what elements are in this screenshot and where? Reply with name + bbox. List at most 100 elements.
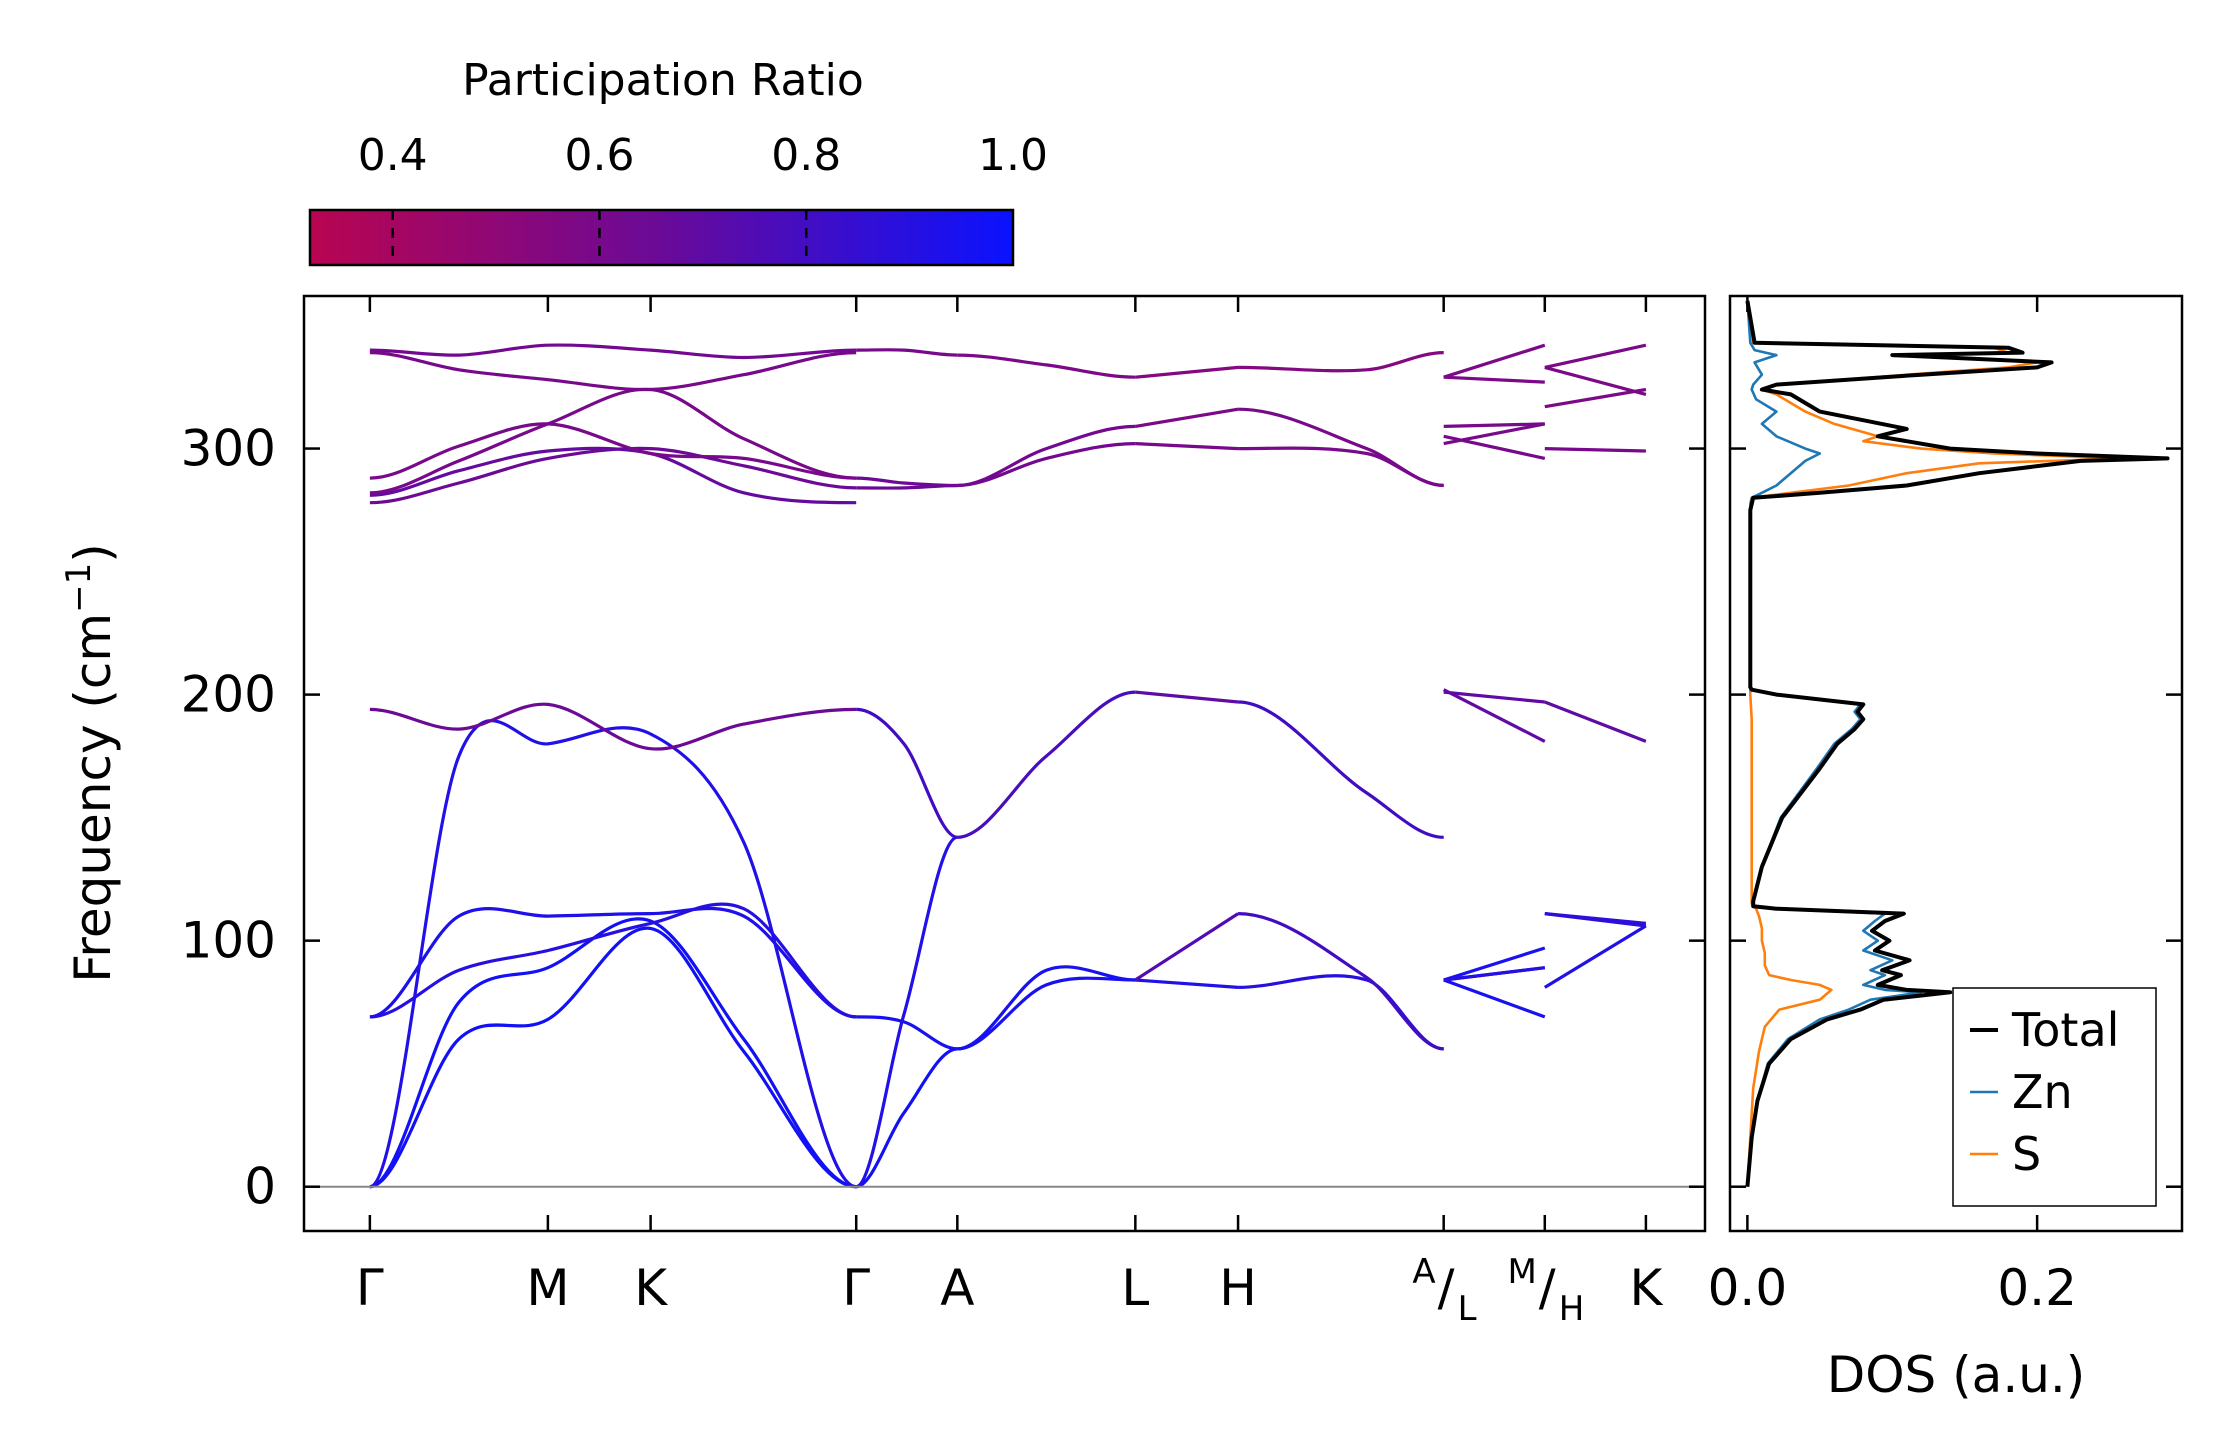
phonon-branch	[369, 343, 857, 360]
kpath-label-left: M	[1507, 1252, 1536, 1292]
phonon-branch	[856, 483, 958, 490]
phonon-branch	[957, 965, 1136, 1051]
phonon-branch	[1443, 422, 1545, 428]
phonon-branch	[1544, 447, 1646, 453]
colorbar-ticks: 0.4 0.6 0.8 1.0	[358, 130, 1048, 265]
frequency-axis-ticks: 0 100 200 300	[181, 420, 1705, 1216]
phonon-branch	[1443, 966, 1545, 982]
frequency-tick-label: 300	[181, 420, 276, 478]
phonon-branch	[1238, 700, 1444, 839]
phonon-branch	[369, 719, 857, 1189]
kpath-label: A	[940, 1259, 974, 1317]
colorbar-gradient	[308, 208, 1015, 267]
phonon-branch	[369, 917, 857, 1189]
phonon-branch	[1544, 387, 1647, 409]
dos-axis-ticks: 0.0 0.2	[1708, 296, 2077, 1317]
phonon-branch	[1443, 422, 1546, 446]
kpath-label-right: L	[1458, 1289, 1477, 1329]
dos-curves	[1745, 300, 2170, 1187]
phonon-branch	[1544, 365, 1647, 396]
phonon-branch	[856, 348, 958, 357]
phonon-branch	[1135, 407, 1239, 428]
colorbar-tick-label: 1.0	[978, 130, 1048, 181]
legend-label-zn: Zn	[2012, 1065, 2073, 1119]
phonon-branch	[369, 387, 857, 495]
colorbar-tick-label: 0.4	[358, 130, 428, 181]
phonon-branch	[1238, 974, 1444, 1051]
dos-axis-title: DOS (a.u.)	[1827, 1346, 2086, 1404]
frequency-tick-label: 100	[181, 912, 276, 970]
phonon-branch	[1443, 375, 1545, 384]
phonon-branch	[369, 446, 857, 505]
kpath-label: Γ	[842, 1259, 870, 1317]
frequency-axis-title-close: )	[64, 543, 122, 563]
kpath-label-slash: /	[1438, 1259, 1455, 1317]
phonon-branch	[1238, 446, 1444, 488]
dos-tick-label: 0.2	[1997, 1259, 2077, 1317]
legend-label-s: S	[2012, 1127, 2041, 1181]
phonon-branch	[856, 707, 958, 839]
dos-legend: Total Zn S	[1952, 987, 2157, 1207]
phonon-branch	[369, 422, 857, 480]
frequency-axis-title-main: Frequency (cm	[64, 613, 122, 983]
phonon-branch	[855, 835, 958, 1189]
phonon-branch	[1135, 365, 1239, 379]
kpath-label-left: A	[1412, 1252, 1435, 1292]
phonon-branch	[1443, 946, 1546, 982]
kpath-label: K	[1629, 1259, 1663, 1317]
phonon-branch	[1442, 688, 1546, 743]
phonon-branch	[1135, 442, 1239, 451]
phonon-branch	[1443, 690, 1545, 704]
phonon-branch	[1443, 343, 1546, 379]
dos-tick-label: 0.0	[1708, 1259, 1788, 1317]
phonon-branch	[1544, 343, 1647, 369]
phonon-branch	[369, 902, 857, 1019]
phonon-branch	[957, 442, 1136, 488]
kpath-label: M	[526, 1259, 569, 1317]
kpath-label: L	[1121, 1259, 1149, 1317]
kpath-label-slash: /	[1539, 1259, 1556, 1317]
phonon-branch	[1443, 978, 1546, 1019]
phonon-branch	[1238, 351, 1444, 373]
phonon-bands	[369, 343, 1647, 1189]
kpath-label: H	[1219, 1259, 1257, 1317]
phonon-branch	[957, 690, 1136, 839]
phonon-branch	[856, 1015, 958, 1051]
kpath-label: K	[634, 1259, 668, 1317]
phonon-branch	[1544, 700, 1647, 743]
phonon-branch	[1543, 924, 1647, 989]
colorbar-tick-label: 0.8	[771, 130, 841, 181]
frequency-axis-title: Frequency (cm−1)	[59, 543, 122, 983]
phonon-branch	[1238, 912, 1444, 1051]
phonon-branch	[369, 446, 857, 505]
phonon-branch	[957, 353, 1136, 379]
band-plot-frame	[302, 294, 1707, 1233]
dos-curve-zn	[1746, 300, 1923, 1187]
phonon-branch	[369, 351, 857, 392]
legend-box	[1952, 987, 2157, 1207]
phonon-branch	[1135, 690, 1239, 704]
dos-frequency-ticks	[1730, 447, 2182, 1188]
kpath-label-right: H	[1559, 1289, 1585, 1329]
legend-label-total: Total	[2011, 1003, 2119, 1057]
phonon-branch	[1544, 912, 1647, 925]
colorbar: Participation Ratio 0.4 0.6 0.8 1.0	[308, 55, 1048, 267]
frequency-axis-title-exponent: −1	[59, 563, 99, 613]
frequency-tick-label: 200	[181, 666, 276, 724]
phonon-branch	[1135, 978, 1239, 989]
phonon-branch	[855, 1047, 958, 1189]
phonon-branch	[1134, 912, 1239, 982]
dos-panel: 0.0 0.2 DOS (a.u.) Total Zn S	[1708, 294, 2184, 1404]
dos-plot-frame	[1728, 294, 2184, 1233]
kpath-axis-ticks: Γ M K Γ A L H KA / LM / H	[356, 296, 1663, 1329]
colorbar-title: Participation Ratio	[462, 55, 864, 106]
frequency-tick-label: 0	[244, 1158, 276, 1216]
colorbar-tick-label: 0.6	[564, 130, 634, 181]
phonon-branch	[957, 424, 1136, 488]
phonon-branch	[369, 702, 857, 751]
phonon-branch	[957, 976, 1136, 1051]
dos-curve-total	[1745, 300, 2170, 1187]
phonon-branch	[369, 926, 857, 1189]
